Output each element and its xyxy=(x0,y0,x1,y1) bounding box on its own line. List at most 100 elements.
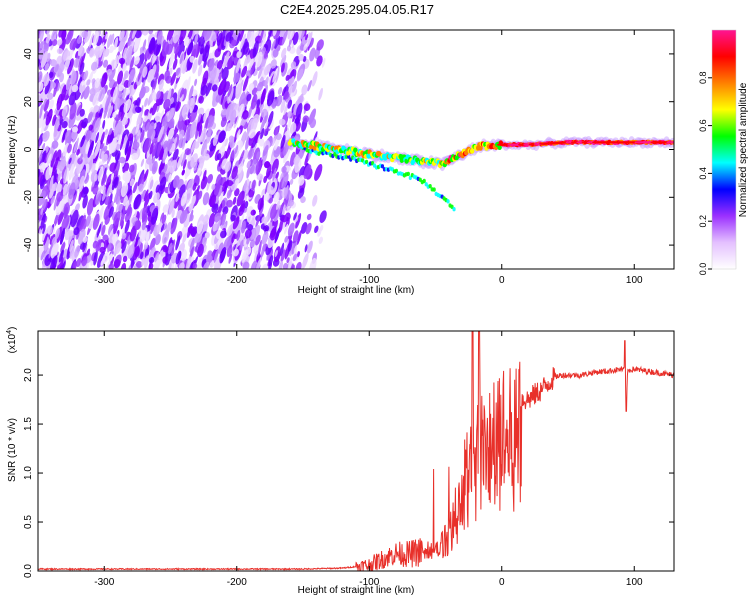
noise-blob xyxy=(218,79,227,96)
noise-blob xyxy=(278,118,286,126)
noise-blob xyxy=(295,122,301,132)
noise-blob xyxy=(281,166,287,174)
noise-blob xyxy=(218,130,226,143)
noise-blob xyxy=(236,51,242,59)
noise-blob xyxy=(105,181,111,196)
noise-blob xyxy=(260,128,265,140)
noise-blob xyxy=(139,86,146,99)
noise-blob xyxy=(65,182,71,195)
noise-blob xyxy=(45,34,51,44)
noise-blob xyxy=(98,107,104,117)
noise-blob xyxy=(152,140,158,158)
noise-blob xyxy=(86,198,94,216)
noise-blob xyxy=(249,239,256,249)
noise-blob xyxy=(93,117,101,134)
noise-blob xyxy=(189,96,196,114)
noise-blob xyxy=(262,151,268,166)
noise-blob xyxy=(108,67,116,82)
noise-blob xyxy=(239,30,245,42)
noise-blob xyxy=(108,253,113,262)
colorbar-tick-label: 0.4 xyxy=(698,167,708,180)
noise-blob xyxy=(204,232,210,239)
noise-blob xyxy=(284,130,291,141)
noise-blob xyxy=(219,211,226,226)
noise-blob xyxy=(45,166,51,181)
noise-blob xyxy=(60,227,65,245)
noise-blob xyxy=(306,213,312,221)
noise-blob xyxy=(271,158,279,175)
noise-blob xyxy=(142,213,146,222)
noise-blob xyxy=(53,80,59,98)
noise-blob xyxy=(196,220,204,234)
noise-blob xyxy=(61,163,67,179)
noise-blob xyxy=(167,173,172,186)
noise-blob xyxy=(164,69,170,82)
noise-blob xyxy=(250,260,257,269)
noise-blob xyxy=(264,215,269,226)
noise-blob xyxy=(196,176,200,186)
noise-blob xyxy=(202,261,210,269)
snr-y-tick-label: 1.0 xyxy=(23,466,34,480)
noise-blob xyxy=(137,169,145,187)
noise-blob xyxy=(152,91,157,100)
noise-blob xyxy=(244,229,252,239)
noise-blob xyxy=(179,93,184,103)
noise-blob xyxy=(270,203,278,220)
noise-blob xyxy=(236,58,241,74)
noise-blob xyxy=(214,212,221,223)
noise-blob xyxy=(49,188,54,199)
noise-blob xyxy=(256,151,261,160)
spectrogram-x-tick-label: 100 xyxy=(626,275,643,286)
noise-blob xyxy=(305,222,312,235)
noise-blob xyxy=(215,94,222,103)
noise-blob xyxy=(81,256,88,267)
noise-blob xyxy=(282,262,289,269)
noise-blob xyxy=(261,230,269,245)
spectrogram-x-tick-label: 0 xyxy=(499,275,505,286)
noise-blob xyxy=(159,109,165,123)
noise-blob xyxy=(50,30,58,42)
noise-blob xyxy=(184,148,191,156)
noise-blob xyxy=(144,97,149,107)
noise-blob xyxy=(170,72,177,86)
noise-blob xyxy=(44,63,50,71)
noise-blob xyxy=(289,199,295,207)
noise-blob xyxy=(283,223,289,235)
noise-blob xyxy=(69,239,74,252)
noise-blob xyxy=(262,263,269,269)
noise-blob xyxy=(238,91,246,109)
noise-blob xyxy=(257,67,263,79)
spectrogram-y-tick-label: -40 xyxy=(23,237,34,252)
spectrogram-x-tick-label: -200 xyxy=(227,275,247,286)
noise-blob xyxy=(316,55,323,67)
noise-blob xyxy=(93,173,98,182)
noise-blob xyxy=(288,117,292,128)
snr-x-tick-label: 0 xyxy=(499,577,505,588)
signal-blob xyxy=(312,145,317,151)
spectrogram-x-tick-label: -300 xyxy=(94,275,114,286)
noise-blob xyxy=(196,185,200,192)
noise-blob xyxy=(142,30,149,36)
noise-blob xyxy=(149,179,154,190)
noise-blob xyxy=(83,85,90,100)
noise-blob xyxy=(188,85,194,101)
noise-blob xyxy=(181,169,185,176)
noise-blob xyxy=(53,169,57,185)
noise-blob xyxy=(208,57,215,72)
noise-blob xyxy=(146,158,153,165)
noise-blob xyxy=(154,252,160,263)
noise-blob xyxy=(270,226,277,239)
noise-blob xyxy=(113,258,121,269)
noise-blob xyxy=(221,66,229,81)
noise-blob xyxy=(284,235,289,243)
noise-blob xyxy=(148,37,156,54)
noise-blob xyxy=(154,31,158,38)
noise-blob xyxy=(251,179,256,191)
noise-blob xyxy=(195,232,202,243)
noise-blob xyxy=(120,182,129,198)
noise-blob xyxy=(274,35,281,49)
noise-blob xyxy=(248,83,255,92)
noise-blob xyxy=(285,74,290,81)
noise-blob xyxy=(62,109,67,120)
noise-blob xyxy=(200,127,207,143)
